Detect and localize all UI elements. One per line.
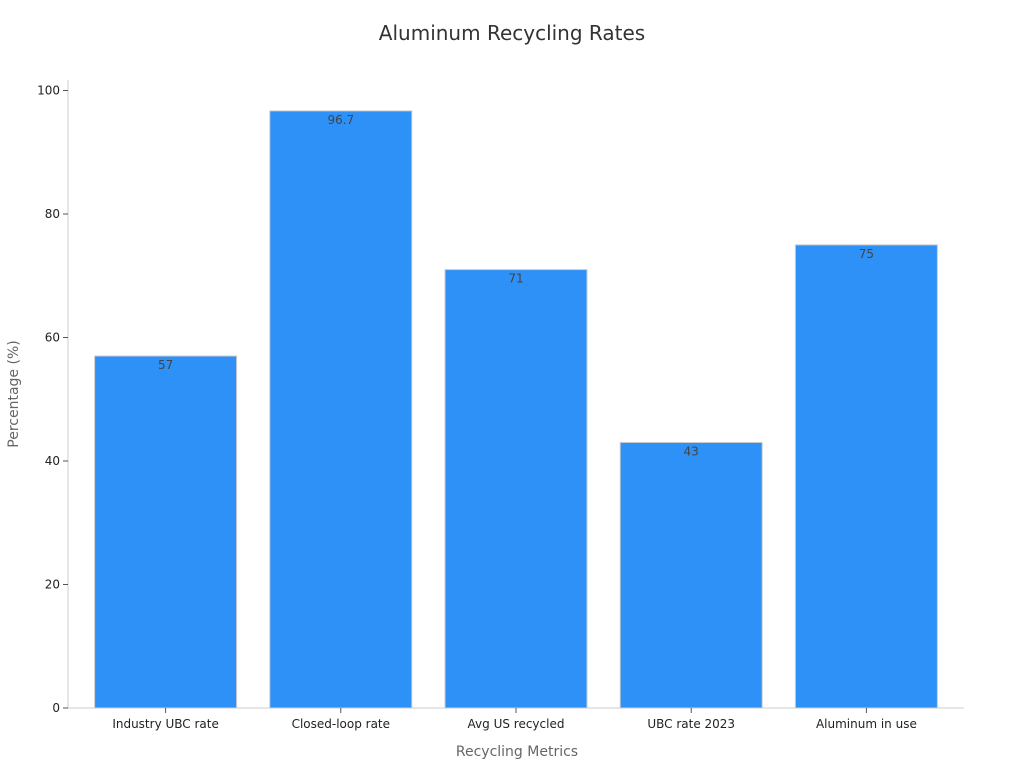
y-tick-label: 20 bbox=[45, 578, 60, 592]
bar bbox=[794, 244, 938, 709]
x-tick-label: Avg US recycled bbox=[468, 717, 565, 731]
bars-group bbox=[94, 110, 938, 709]
y-tick-label: 100 bbox=[37, 84, 60, 98]
x-tick-label: Closed-loop rate bbox=[292, 717, 390, 731]
bar-value-label: 43 bbox=[684, 444, 699, 458]
x-tick-label: Industry UBC rate bbox=[112, 717, 219, 731]
x-tick-label: Aluminum in use bbox=[816, 717, 917, 731]
bar-value-label: 96.7 bbox=[327, 113, 354, 127]
y-tick-label: 40 bbox=[45, 454, 60, 468]
x-axis-title: Recycling Metrics bbox=[456, 744, 578, 760]
bar bbox=[269, 110, 413, 709]
bar-labels-group: 57 96.7 71 43 75 bbox=[158, 113, 874, 459]
bar-value-label: 57 bbox=[158, 358, 173, 372]
y-tick-label: 60 bbox=[45, 331, 60, 345]
bar bbox=[619, 441, 763, 709]
x-ticks-group: Industry UBC rate Closed-loop rate Avg US … bbox=[112, 708, 917, 731]
bar-value-label: 71 bbox=[508, 272, 523, 286]
y-tick-label: 80 bbox=[45, 207, 60, 221]
chart-title: Aluminum Recycling Rates bbox=[379, 21, 645, 45]
y-ticks-group: 0 20 40 60 80 100 bbox=[37, 84, 68, 715]
y-tick-label: 0 bbox=[52, 701, 60, 715]
y-axis-title: Percentage (%) bbox=[6, 340, 22, 447]
bar bbox=[94, 355, 238, 709]
bar bbox=[444, 269, 588, 709]
bar-value-label: 75 bbox=[859, 247, 874, 261]
x-tick-label: UBC rate 2023 bbox=[647, 717, 735, 731]
